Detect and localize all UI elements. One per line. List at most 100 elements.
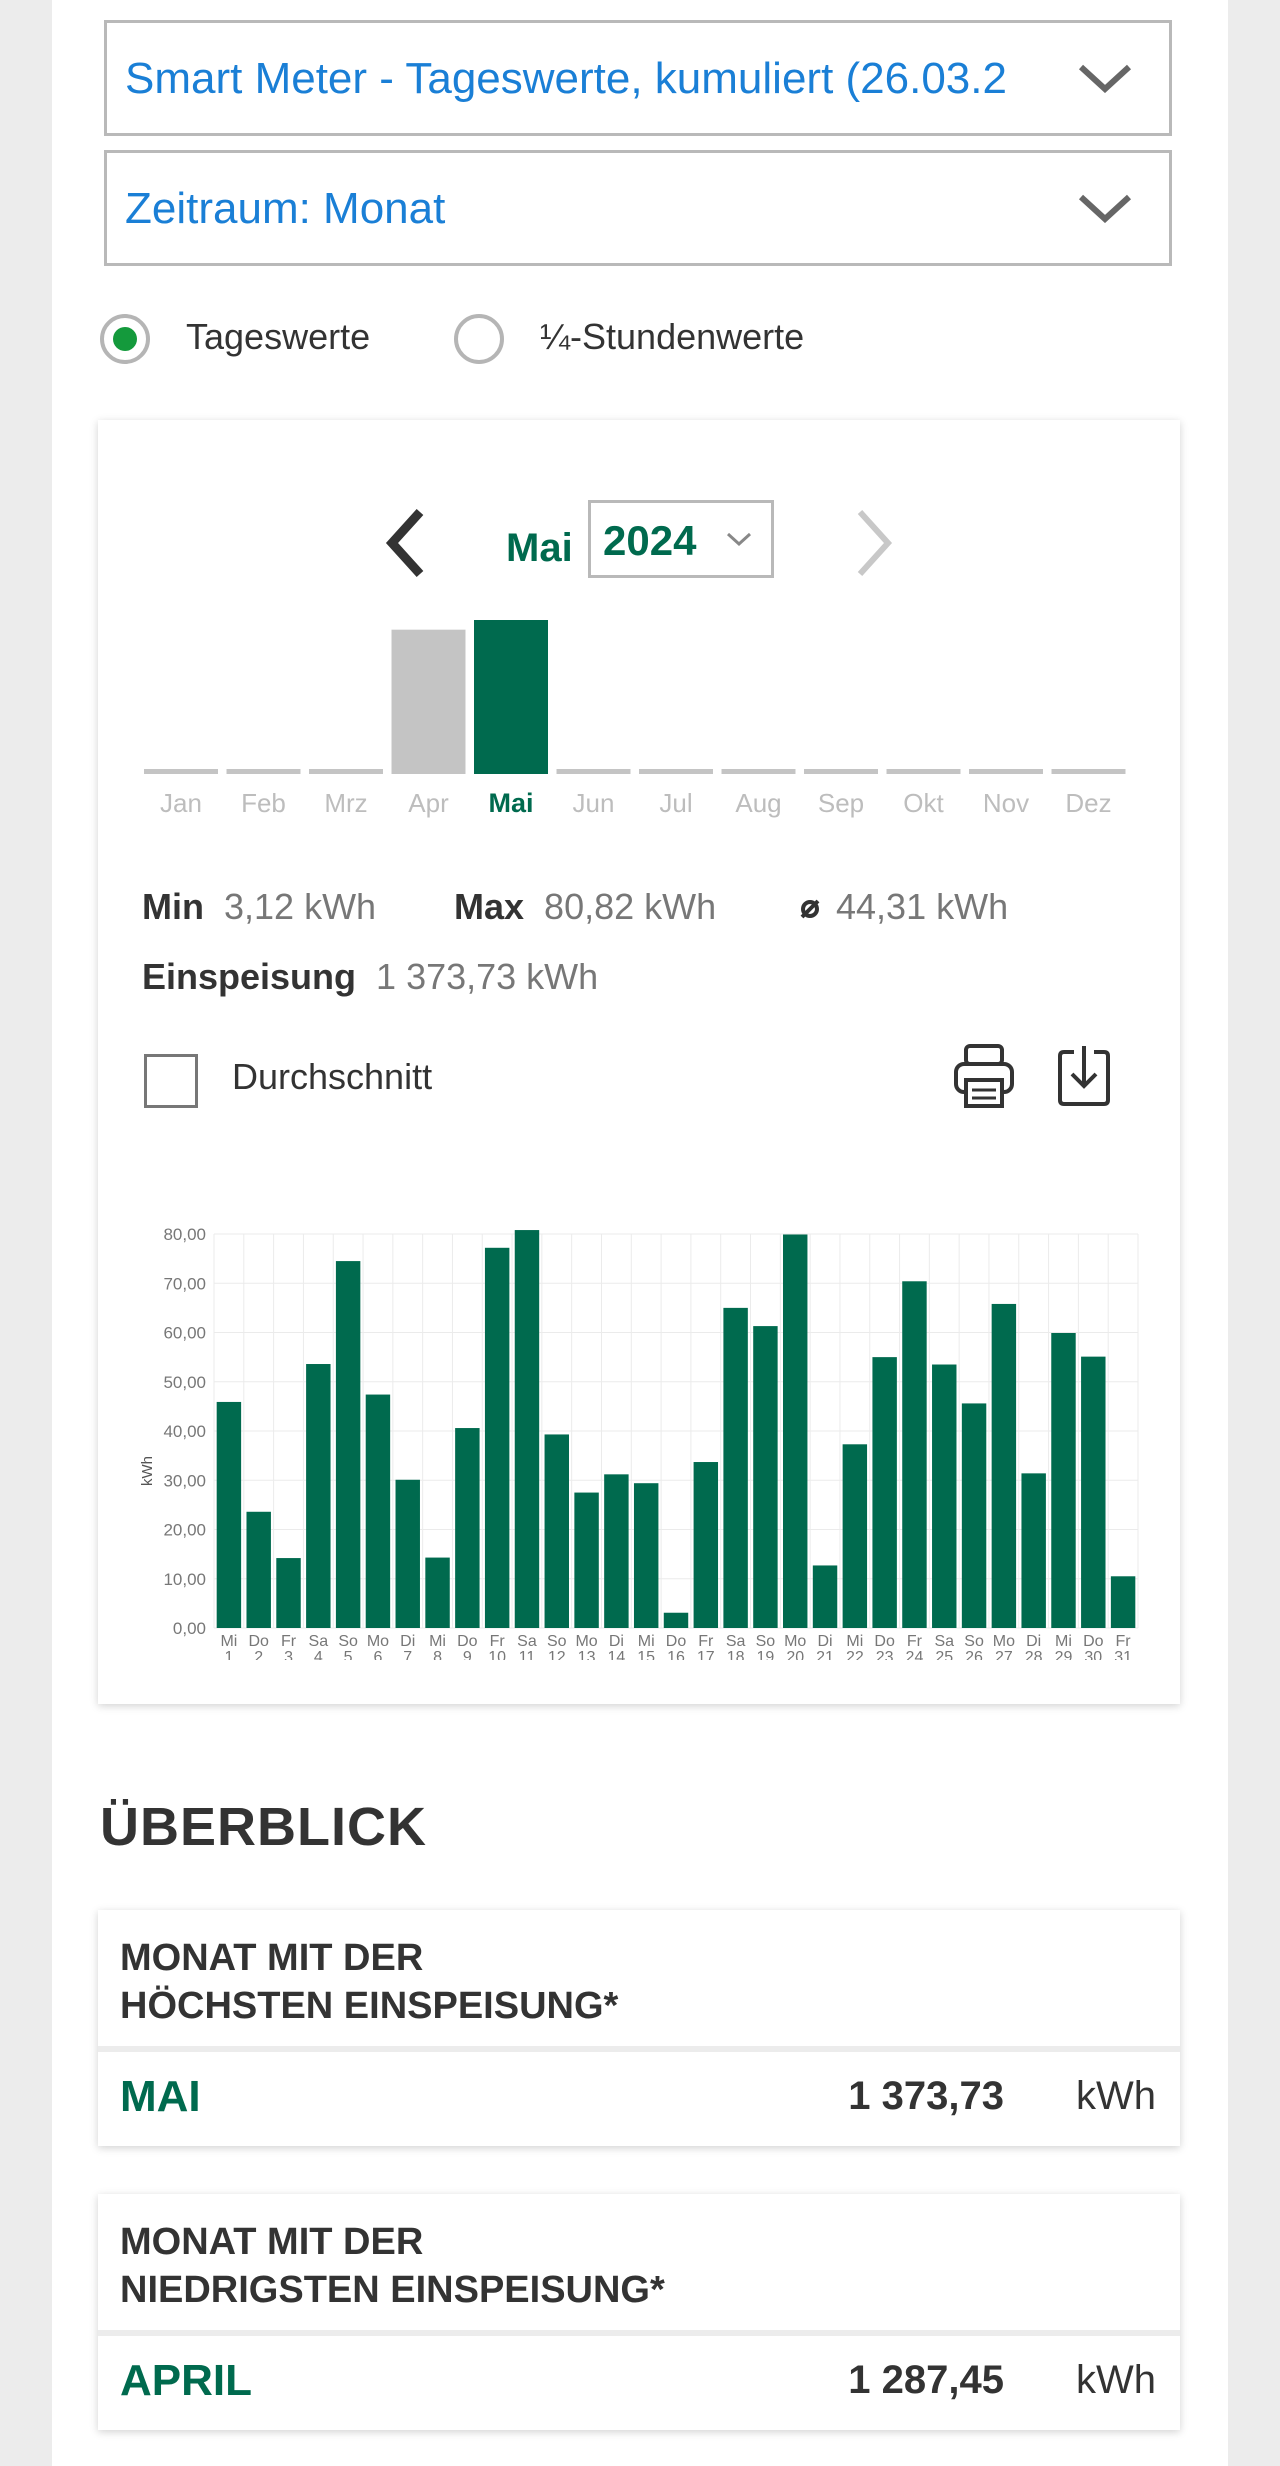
- next-month-arrow-icon[interactable]: [852, 508, 896, 583]
- x-tick-day: 31: [1114, 1649, 1132, 1660]
- x-tick-day: 24: [906, 1649, 924, 1660]
- lowest-feed-month: APRIL: [120, 2356, 252, 2405]
- highest-feed-card: MONAT MIT DER HÖCHSTEN EINSPEISUNG* MAI …: [98, 1910, 1180, 2146]
- chevron-down-icon: [725, 531, 753, 552]
- month-label: Nov: [983, 788, 1029, 818]
- stat-min: Min 3,12 kWh: [142, 886, 376, 928]
- day-bar-4: [306, 1364, 331, 1628]
- x-tick-day: 30: [1084, 1649, 1102, 1660]
- year-select[interactable]: 2024: [588, 500, 774, 578]
- highest-feed-title-line1: MONAT MIT DER: [120, 1937, 424, 1979]
- x-tick-weekday: So: [964, 1633, 984, 1650]
- x-tick-weekday: Do: [666, 1633, 687, 1650]
- highest-feed-value: 1 373,73: [848, 2074, 1004, 2118]
- month-bar-mrz: [309, 769, 383, 774]
- period-select[interactable]: Zeitraum: Monat: [104, 150, 1172, 266]
- day-bar-20: [783, 1234, 808, 1628]
- x-tick-weekday: Mi: [846, 1633, 863, 1650]
- month-bar-dez: [1051, 769, 1126, 774]
- x-tick-weekday: Sa: [517, 1633, 537, 1650]
- radio-circle: [100, 314, 150, 364]
- month-label: Okt: [903, 788, 944, 818]
- highest-feed-title: MONAT MIT DER HÖCHSTEN EINSPEISUNG*: [120, 1934, 920, 2030]
- day-bar-18: [723, 1307, 748, 1628]
- chevron-down-icon: [1077, 63, 1133, 98]
- x-tick-weekday: Mo: [367, 1633, 389, 1650]
- month-label: Jan: [160, 788, 202, 818]
- radio-daily[interactable]: Tageswerte: [100, 310, 400, 374]
- day-bar-31: [1110, 1576, 1136, 1628]
- x-tick-weekday: Mi: [429, 1633, 446, 1650]
- meter-select[interactable]: Smart Meter - Tageswerte, kumuliert (26.…: [104, 20, 1172, 136]
- y-tick-label: 10,00: [163, 1570, 206, 1589]
- stat-min-value: 3,12 kWh: [224, 886, 377, 927]
- highest-feed-unit: kWh: [1076, 2074, 1156, 2118]
- x-tick-day: 5: [344, 1649, 353, 1660]
- y-tick-label: 60,00: [163, 1324, 206, 1343]
- day-bar-25: [932, 1364, 957, 1628]
- day-bar-8: [425, 1557, 450, 1628]
- y-tick-label: 30,00: [163, 1471, 206, 1490]
- month-bar-okt: [886, 769, 961, 774]
- stat-feed-label: Einspeisung: [142, 956, 357, 997]
- day-bar-16: [663, 1612, 689, 1628]
- day-bar-14: [604, 1474, 629, 1628]
- stat-feed-value: 1 373,73 kWh: [376, 956, 599, 997]
- month-bar-sep: [804, 769, 878, 774]
- day-bar-21: [812, 1565, 838, 1628]
- month-navigator: Mai 2024: [98, 500, 1180, 600]
- x-tick-day: 26: [965, 1649, 983, 1660]
- day-bar-23: [872, 1357, 897, 1628]
- day-bar-28: [1021, 1473, 1046, 1628]
- day-bar-12: [544, 1434, 569, 1628]
- x-tick-weekday: Fr: [698, 1633, 714, 1650]
- x-tick-weekday: So: [756, 1633, 776, 1650]
- overview-title: ÜBERBLICK: [100, 1797, 427, 1857]
- x-tick-day: 25: [935, 1649, 953, 1660]
- lowest-feed-title-line1: MONAT MIT DER: [120, 2221, 424, 2263]
- previous-month-arrow-icon[interactable]: [384, 508, 428, 583]
- x-tick-day: 18: [727, 1649, 745, 1660]
- month-label: Aug: [735, 788, 781, 818]
- average-checkbox[interactable]: [144, 1054, 198, 1108]
- month-bar-jun: [556, 769, 631, 774]
- x-tick-day: 13: [578, 1649, 596, 1660]
- download-icon[interactable]: [1054, 1042, 1114, 1115]
- x-tick-weekday: Mo: [993, 1633, 1015, 1650]
- x-tick-weekday: Mi: [220, 1633, 237, 1650]
- lowest-feed-title: MONAT MIT DER NIEDRIGSTEN EINSPEISUNG*: [120, 2218, 920, 2314]
- x-tick-day: 8: [433, 1649, 442, 1660]
- y-tick-label: 0,00: [173, 1619, 206, 1638]
- x-tick-day: 10: [488, 1649, 506, 1660]
- day-bar-7: [395, 1479, 420, 1628]
- month-label: Dez: [1065, 788, 1111, 818]
- x-tick-day: 19: [757, 1649, 775, 1660]
- highest-feed-month: MAI: [120, 2072, 201, 2121]
- day-bar-6: [365, 1394, 391, 1628]
- day-bar-17: [693, 1462, 719, 1628]
- average-checkbox-label: Durchschnitt: [232, 1056, 433, 1097]
- month-bar-apr: [391, 629, 466, 774]
- x-tick-day: 17: [697, 1649, 715, 1660]
- x-tick-weekday: Do: [1083, 1633, 1104, 1650]
- stat-average-value: 44,31 kWh: [836, 886, 1009, 927]
- day-bar-2: [246, 1511, 271, 1628]
- x-tick-weekday: Sa: [726, 1633, 746, 1650]
- x-tick-weekday: Mi: [638, 1633, 655, 1650]
- day-bar-13: [574, 1492, 599, 1628]
- y-tick-label: 40,00: [163, 1422, 206, 1441]
- x-tick-day: 29: [1055, 1649, 1073, 1660]
- stat-feed: Einspeisung 1 373,73 kWh: [142, 956, 598, 998]
- radio-quarter-hour[interactable]: ¼-Stundenwerte: [454, 310, 834, 374]
- x-tick-day: 3: [284, 1649, 293, 1660]
- stat-max-value: 80,82 kWh: [544, 886, 717, 927]
- month-bar-nov: [969, 769, 1043, 774]
- month-label: Jul: [659, 788, 692, 818]
- month-bar-mai: [474, 620, 548, 774]
- lowest-feed-card: MONAT MIT DER NIEDRIGSTEN EINSPEISUNG* A…: [98, 2194, 1180, 2430]
- day-bar-26: [961, 1403, 987, 1628]
- day-bar-29: [1051, 1332, 1076, 1628]
- printer-icon[interactable]: [952, 1042, 1016, 1115]
- x-tick-day: 15: [637, 1649, 655, 1660]
- period-select-label: Zeitraum: Monat: [125, 184, 446, 233]
